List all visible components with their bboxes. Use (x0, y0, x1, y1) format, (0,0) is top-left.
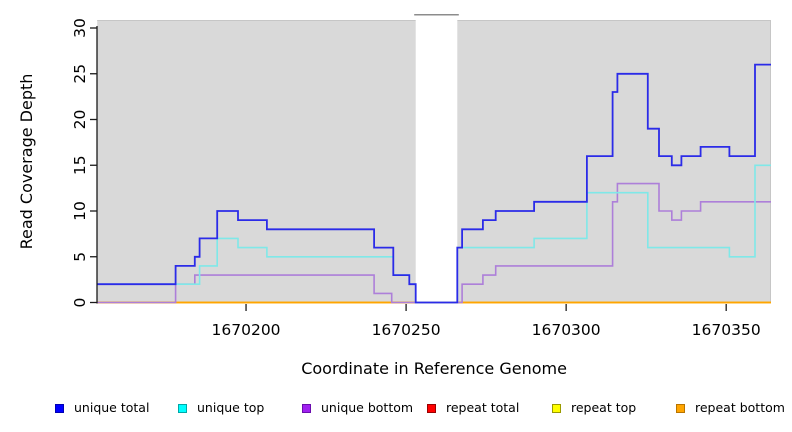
svg-text:Coordinate in Reference Genome: Coordinate in Reference Genome (301, 359, 567, 378)
svg-text:15: 15 (71, 155, 89, 175)
repeat-total-swatch (427, 403, 436, 413)
svg-text:20: 20 (71, 110, 89, 130)
svg-text:25: 25 (71, 64, 89, 84)
coverage-chart: 0 5 10 15 20 25 30 1670200 1670250 1670300 1670350… (17, 13, 771, 378)
legend-item-unique-bottom: unique bottom (302, 401, 413, 415)
svg-text:1670300: 1670300 (532, 321, 601, 339)
unique-total-swatch (55, 403, 64, 413)
svg-text:1670200: 1670200 (212, 321, 281, 339)
svg-text:5: 5 (71, 252, 89, 262)
svg-text:1670350: 1670350 (692, 321, 761, 339)
legend-item-repeat-bottom: repeat bottom (676, 401, 785, 415)
legend-label: unique total (74, 400, 150, 415)
repeat-top-swatch (552, 403, 561, 413)
legend-label: repeat total (446, 400, 520, 415)
unique-top-swatch (178, 403, 187, 413)
legend-item-unique-total: unique total (55, 401, 149, 415)
svg-text:1670250: 1670250 (372, 321, 441, 339)
repeat-bottom-swatch (676, 403, 685, 413)
svg-text:Read Coverage Depth: Read Coverage Depth (17, 74, 36, 250)
legend-label: unique top (197, 400, 265, 415)
svg-text:10: 10 (71, 201, 89, 221)
svg-text:30: 30 (71, 18, 89, 38)
legend-label: repeat bottom (695, 400, 785, 415)
svg-text:0: 0 (71, 298, 89, 308)
legend-label: unique bottom (321, 400, 414, 415)
unique-bottom-swatch (302, 403, 311, 413)
legend-label: repeat top (571, 400, 637, 415)
legend-item-unique-top: unique top (178, 401, 264, 415)
legend-item-repeat-top: repeat top (552, 401, 636, 415)
legend-item-repeat-total: repeat total (427, 401, 519, 415)
legend: unique total unique top unique bottom re… (0, 401, 792, 417)
